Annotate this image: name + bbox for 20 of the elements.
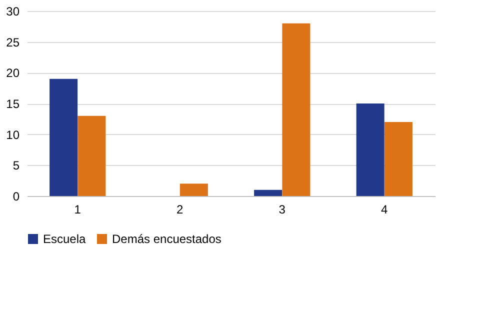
x-tick-label: 3 [278,202,286,216]
bar [78,116,106,196]
bar [384,122,412,196]
bar [50,78,78,196]
bar [282,23,310,196]
x-tick-label: 4 [381,202,388,216]
x-tick-label: 1 [74,202,82,216]
y-tick-label: 15 [6,97,20,111]
y-tick-label: 25 [6,35,20,50]
legend-label: Escuela [43,232,86,246]
bar [254,190,282,196]
x-tick-label: 2 [176,202,184,216]
y-tick-label: 0 [12,190,20,204]
legend-label: Demás encuestados [112,232,222,246]
bar [180,184,208,196]
y-tick-label: 10 [6,128,20,142]
y-tick-label: 5 [12,158,20,173]
bar [356,104,384,196]
y-tick-label: 20 [6,66,20,80]
y-tick-label: 30 [6,4,20,18]
